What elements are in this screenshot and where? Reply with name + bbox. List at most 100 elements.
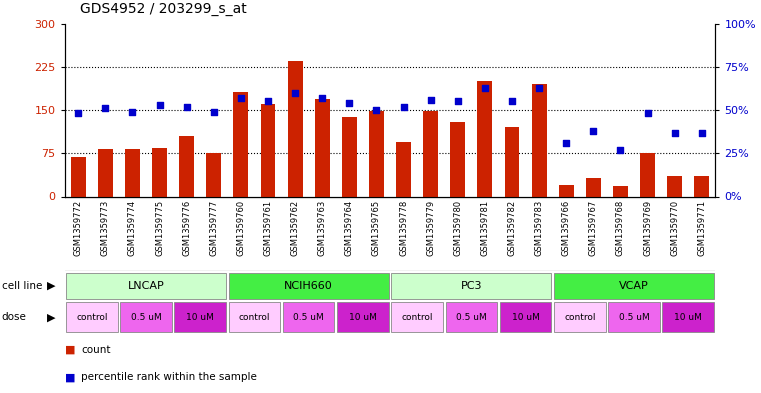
Text: ■: ■: [65, 372, 75, 382]
Text: 0.5 uM: 0.5 uM: [293, 313, 324, 322]
Text: percentile rank within the sample: percentile rank within the sample: [81, 372, 257, 382]
Bar: [152, 147, 167, 196]
Bar: [98, 149, 113, 196]
Text: 10 uM: 10 uM: [674, 313, 702, 322]
Bar: [260, 104, 275, 196]
Point: [533, 84, 545, 91]
Point: [180, 103, 193, 110]
Text: LNCAP: LNCAP: [128, 281, 164, 291]
Bar: [120, 302, 172, 332]
Point: [262, 98, 274, 105]
Text: 0.5 uM: 0.5 uM: [619, 313, 649, 322]
Point: [506, 98, 518, 105]
Bar: [694, 176, 709, 196]
Text: NCIH660: NCIH660: [285, 281, 333, 291]
Bar: [667, 176, 682, 196]
Text: count: count: [81, 345, 111, 355]
Text: control: control: [564, 313, 596, 322]
Text: ▶: ▶: [46, 312, 56, 322]
Text: GSM1359783: GSM1359783: [535, 200, 543, 257]
Point: [99, 105, 111, 112]
Text: GSM1359781: GSM1359781: [480, 200, 489, 256]
Text: dose: dose: [2, 312, 27, 322]
Bar: [451, 121, 465, 196]
Text: GSM1359774: GSM1359774: [128, 200, 137, 256]
Text: GSM1359776: GSM1359776: [182, 200, 191, 257]
Point: [235, 95, 247, 101]
Point: [154, 102, 166, 108]
Text: GSM1359777: GSM1359777: [209, 200, 218, 257]
Point: [425, 97, 437, 103]
Bar: [608, 302, 660, 332]
Point: [72, 110, 84, 117]
Bar: [66, 302, 117, 332]
Text: GSM1359762: GSM1359762: [291, 200, 300, 256]
Text: GSM1359763: GSM1359763: [318, 200, 326, 257]
Text: GSM1359779: GSM1359779: [426, 200, 435, 256]
Text: GSM1359778: GSM1359778: [399, 200, 408, 257]
Bar: [505, 127, 520, 196]
Text: GSM1359780: GSM1359780: [454, 200, 462, 256]
Bar: [174, 302, 226, 332]
Text: GSM1359773: GSM1359773: [101, 200, 110, 257]
Point: [479, 84, 491, 91]
Text: 10 uM: 10 uM: [349, 313, 377, 322]
Bar: [423, 111, 438, 196]
Point: [669, 129, 681, 136]
Bar: [66, 273, 226, 299]
Point: [208, 108, 220, 115]
Point: [126, 108, 139, 115]
Text: 10 uM: 10 uM: [186, 313, 214, 322]
Bar: [554, 273, 714, 299]
Bar: [586, 178, 600, 196]
Point: [397, 103, 409, 110]
Text: GSM1359766: GSM1359766: [562, 200, 571, 257]
Bar: [532, 84, 546, 196]
Bar: [554, 302, 606, 332]
Text: GSM1359782: GSM1359782: [508, 200, 517, 256]
Bar: [613, 186, 628, 196]
Bar: [477, 81, 492, 196]
Text: GSM1359760: GSM1359760: [237, 200, 245, 256]
Text: ▶: ▶: [46, 281, 56, 291]
Text: 0.5 uM: 0.5 uM: [131, 313, 161, 322]
Text: control: control: [401, 313, 433, 322]
Text: 0.5 uM: 0.5 uM: [456, 313, 487, 322]
Point: [343, 100, 355, 106]
Point: [289, 90, 301, 96]
Bar: [125, 149, 140, 196]
Point: [614, 147, 626, 153]
Bar: [500, 302, 551, 332]
Text: control: control: [76, 313, 107, 322]
Bar: [283, 302, 334, 332]
Text: GSM1359768: GSM1359768: [616, 200, 625, 257]
Bar: [234, 92, 248, 196]
Text: GSM1359761: GSM1359761: [263, 200, 272, 256]
Text: GSM1359764: GSM1359764: [345, 200, 354, 256]
Bar: [342, 117, 357, 196]
Text: GSM1359770: GSM1359770: [670, 200, 679, 256]
Text: GSM1359775: GSM1359775: [155, 200, 164, 256]
Text: control: control: [239, 313, 270, 322]
Point: [560, 140, 572, 146]
Point: [642, 110, 654, 117]
Text: GSM1359765: GSM1359765: [372, 200, 381, 256]
Text: PC3: PC3: [460, 281, 482, 291]
Bar: [288, 61, 303, 196]
Text: 10 uM: 10 uM: [511, 313, 540, 322]
Text: cell line: cell line: [2, 281, 42, 291]
Text: GDS4952 / 203299_s_at: GDS4952 / 203299_s_at: [80, 2, 247, 16]
Bar: [337, 302, 389, 332]
Text: ■: ■: [65, 345, 75, 355]
Bar: [369, 111, 384, 196]
Bar: [229, 273, 389, 299]
Bar: [391, 273, 551, 299]
Point: [452, 98, 464, 105]
Bar: [396, 142, 411, 196]
Bar: [663, 302, 714, 332]
Text: GSM1359769: GSM1359769: [643, 200, 652, 256]
Point: [587, 128, 600, 134]
Bar: [391, 302, 443, 332]
Bar: [229, 302, 280, 332]
Point: [371, 107, 383, 113]
